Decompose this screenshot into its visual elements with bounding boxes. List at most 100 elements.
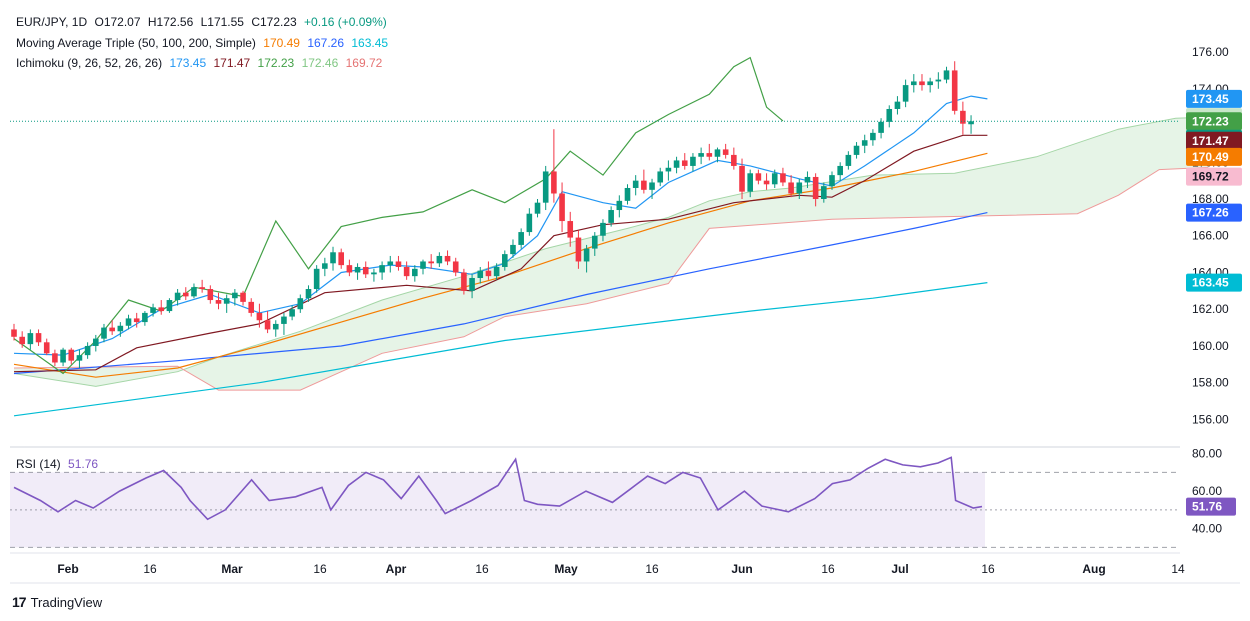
kijun-line	[13, 134, 988, 373]
branding-label: TradingView	[30, 594, 103, 610]
candle-body	[870, 132, 876, 141]
rsi-tick-label: 80.00	[1192, 447, 1222, 461]
candle-body	[821, 186, 827, 200]
candle-body	[395, 261, 402, 267]
tenkan-value: 173.45	[169, 56, 207, 70]
candle-body	[436, 255, 443, 264]
candle-body	[747, 173, 753, 192]
candle-body	[804, 176, 811, 183]
candle-body	[101, 327, 107, 339]
candle-body	[780, 173, 786, 183]
candle-body	[919, 81, 925, 86]
candle-body	[469, 277, 475, 291]
candle-body	[608, 210, 614, 223]
candle-body	[52, 353, 58, 363]
candle-body	[591, 235, 598, 249]
chikou-tag: 172.23	[1186, 112, 1242, 131]
ichimoku-legend: Ichimoku (9, 26, 52, 26, 26) 173.45 171.…	[16, 56, 386, 70]
rsi-tick-label: 40.00	[1192, 522, 1222, 536]
candle-body	[60, 349, 66, 363]
candle-body	[444, 255, 451, 262]
candle-body	[673, 160, 680, 168]
rsi-legend: RSI (14) 51.76	[16, 457, 102, 471]
rsi-tag: 51.76	[1186, 497, 1236, 516]
candle-body	[84, 345, 91, 356]
candle-body	[207, 289, 214, 301]
candle-body	[199, 287, 205, 290]
candle-body	[861, 140, 868, 146]
candle-body	[338, 252, 344, 266]
high-value: H172.56	[147, 15, 194, 29]
candle-body	[657, 171, 664, 183]
candle-body	[845, 154, 852, 166]
low-value: L171.55	[200, 15, 244, 29]
price-tag-text: 167.26	[1192, 206, 1229, 220]
close-value: C172.23	[251, 15, 297, 29]
candle-body	[133, 318, 140, 323]
ma200-line	[13, 282, 988, 417]
candle-body	[174, 292, 181, 301]
time-tick-label: 16	[981, 562, 995, 576]
candle-body	[166, 300, 173, 312]
candle-body	[223, 298, 230, 304]
candle-body	[330, 252, 336, 264]
candle-body	[371, 272, 377, 275]
candle-body	[182, 292, 189, 297]
candle-body	[812, 176, 819, 200]
kijun-tag: 171.47	[1186, 131, 1242, 150]
price-tag-text: 171.47	[1192, 134, 1229, 148]
candle-body	[461, 272, 467, 291]
candle-body	[272, 323, 279, 330]
candle-body	[927, 81, 933, 86]
time-tick-label: Jun	[731, 562, 752, 576]
candle-body	[649, 182, 655, 190]
candle-body	[600, 222, 606, 236]
chikou-value: 172.23	[257, 56, 295, 70]
price-tag-bg	[1186, 147, 1242, 166]
candle-body	[428, 261, 434, 264]
candle-body	[485, 270, 492, 277]
price-tag-text: 163.45	[1192, 276, 1229, 290]
ma100-value: 167.26	[307, 36, 345, 50]
ma50-tag: 170.49	[1186, 147, 1242, 166]
ma200-tag: 163.45	[1186, 273, 1242, 292]
ichimoku-cloud	[14, 117, 1209, 391]
open-value: O172.07	[94, 15, 141, 29]
candle-body	[894, 101, 901, 109]
candle-body	[289, 309, 295, 317]
price-tag-text: 173.45	[1192, 92, 1229, 106]
price-tick-label: 176.00	[1192, 45, 1229, 59]
candle-body	[829, 175, 835, 187]
rsi-value: 51.76	[68, 457, 99, 471]
candle-body	[191, 287, 197, 297]
ma100-line	[13, 212, 988, 375]
price-tag-text: 172.23	[1192, 114, 1229, 128]
price-legend: EUR/JPY, 1D O172.07 H172.56 L171.55 C172…	[16, 15, 391, 29]
price-tick-label: 160.00	[1192, 339, 1229, 353]
candle-body	[27, 333, 34, 345]
time-tick-label: Apr	[386, 562, 407, 576]
price-tag-text: 169.72	[1192, 170, 1229, 184]
candle-body	[510, 244, 516, 255]
candle-body	[346, 265, 353, 273]
candle-body	[313, 268, 320, 290]
candle-body	[681, 160, 688, 166]
candle-body	[886, 108, 893, 122]
candle-body	[297, 298, 304, 310]
price-tick-label: 166.00	[1192, 229, 1229, 243]
kijun-value: 171.47	[213, 56, 251, 70]
candle-body	[93, 338, 99, 346]
rsi-tick-label: 60.00	[1192, 484, 1222, 498]
time-tick-label: May	[554, 562, 578, 576]
price-tick-label: 162.00	[1192, 302, 1229, 316]
candle-body	[665, 167, 672, 172]
price-tag-bg	[1186, 203, 1242, 222]
candle-body	[632, 180, 639, 188]
candle-body	[11, 329, 17, 337]
time-tick-label: Feb	[57, 562, 78, 576]
candle-body	[902, 85, 909, 102]
candle-body	[322, 263, 328, 269]
time-tick-label: Mar	[221, 562, 243, 576]
ichimoku-label: Ichimoku (9, 26, 52, 26, 26)	[16, 56, 163, 70]
